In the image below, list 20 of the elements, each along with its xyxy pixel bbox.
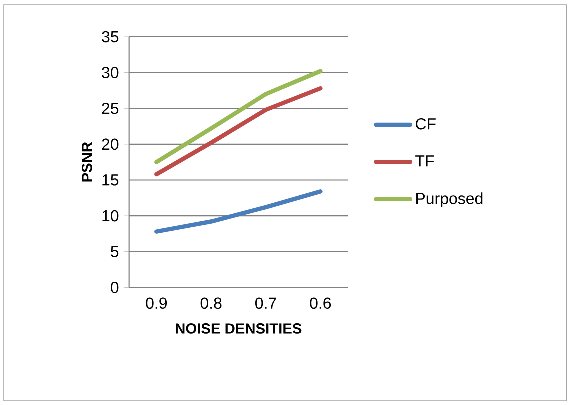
- x-tick-label: 0.8: [200, 298, 222, 310]
- legend-label: CF: [416, 118, 436, 130]
- x-tick-label: 0.7: [256, 298, 276, 310]
- y-tick-label: 30: [102, 67, 119, 78]
- y-tick-label: 5: [111, 246, 119, 258]
- line-series: [154, 190, 323, 234]
- y-tick-label: 20: [102, 138, 119, 150]
- x-axis-title: NOISE DENSITIES: [176, 324, 302, 334]
- y-tick-label: 35: [102, 31, 119, 43]
- y-tick-label: 25: [102, 102, 119, 114]
- x-tick-label: 0.6: [310, 298, 332, 310]
- line-series: [154, 69, 323, 164]
- legend-label: Purposed: [416, 192, 483, 208]
- line-series: [154, 86, 323, 177]
- y-tick-label: 10: [102, 210, 119, 222]
- legend-label: TF: [416, 156, 434, 167]
- y-axis-title: PSNR: [82, 142, 92, 182]
- y-tick-label: 15: [102, 174, 119, 186]
- x-tick-label: 0.9: [146, 298, 168, 310]
- y-tick-label: 0: [111, 282, 119, 294]
